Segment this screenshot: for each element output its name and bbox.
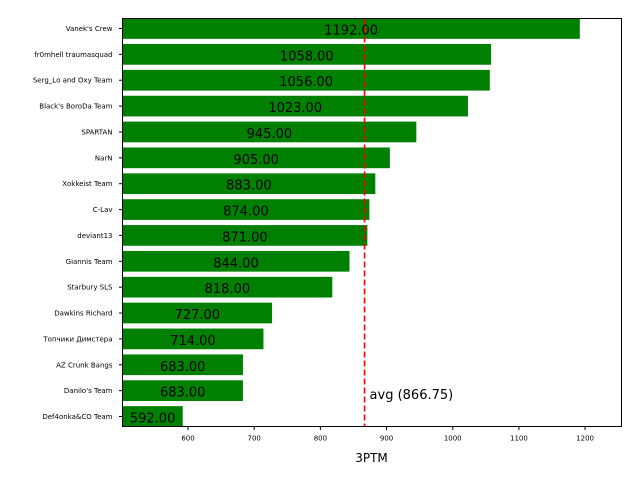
x-axis-label: 3PTM — [355, 451, 388, 465]
average-group: avg (866.75) — [363, 18, 454, 427]
value-label: 1056.00 — [279, 75, 333, 90]
value-label: 844.00 — [213, 256, 259, 271]
x-tick-label: 1000 — [444, 435, 462, 443]
bars-group — [122, 18, 580, 427]
value-labels-group: 1192.00 1058.00 1056.00 1023.00 945.00 905.00… — [130, 24, 378, 427]
x-tick-label: 1200 — [576, 435, 594, 443]
value-label: 874.00 — [223, 205, 269, 220]
bar — [122, 95, 468, 117]
value-label: 818.00 — [205, 282, 251, 297]
x-tick-label: 1100 — [510, 435, 528, 443]
category-label: deviant13 — [77, 232, 112, 240]
bar — [122, 250, 350, 272]
x-tick-label: 800 — [314, 435, 327, 443]
value-label: 683.00 — [160, 386, 206, 401]
category-label: C-Lav — [93, 206, 113, 214]
category-label: Xokkeist Team — [62, 180, 112, 188]
x-tick-label: 700 — [248, 435, 261, 443]
bar — [122, 199, 370, 220]
bar — [122, 147, 390, 169]
category-label: AZ Crunk Bangs — [56, 361, 113, 369]
category-label: fr0mhell traumasquad — [34, 51, 112, 59]
bar — [122, 44, 492, 65]
x-tick-label: 900 — [380, 435, 393, 443]
value-label: 1023.00 — [268, 101, 322, 116]
value-label: 592.00 — [130, 412, 176, 427]
value-label: 1058.00 — [280, 49, 334, 64]
category-label: NarN — [95, 154, 113, 162]
x-ticks-group: 600 700 800 900 1000 1100 1200 — [181, 426, 594, 443]
bar — [122, 380, 243, 401]
bar — [122, 18, 580, 39]
category-label: Dawkins Richard — [54, 310, 112, 318]
average-label: avg (866.75) — [370, 388, 454, 403]
value-label: 945.00 — [247, 127, 293, 142]
bar — [122, 173, 376, 195]
bar — [122, 328, 264, 350]
value-label: 871.00 — [222, 230, 268, 245]
bar — [122, 225, 368, 246]
value-label: 714.00 — [170, 334, 216, 349]
bar — [122, 302, 273, 324]
category-labels-group: Vanek's Crew fr0mhell traumasquad Serg_Lo … — [33, 25, 123, 421]
bar — [122, 121, 417, 143]
value-label: 683.00 — [160, 360, 206, 375]
plot-frame — [122, 18, 622, 427]
category-label: Serg_Lo and Oxy Team — [33, 77, 113, 85]
bar — [122, 276, 333, 298]
category-label: Giannis Team — [66, 258, 113, 266]
bar — [122, 406, 183, 427]
category-label: Def4onka&CO Team — [42, 413, 112, 421]
bar — [122, 69, 490, 91]
category-label: Black's BoroDa Team — [39, 103, 112, 111]
category-label: Danilo's Team — [64, 387, 113, 395]
category-label: SPARTAN — [81, 128, 112, 136]
category-label: Топчики Димстера — [42, 335, 112, 343]
value-label: 727.00 — [175, 308, 221, 323]
category-label: Vanek's Crew — [66, 25, 113, 33]
value-label: 883.00 — [226, 179, 272, 194]
value-label: 1192.00 — [324, 24, 378, 39]
value-label: 905.00 — [233, 153, 279, 168]
bar — [122, 354, 243, 376]
category-label: Starbury SLS — [67, 284, 113, 292]
x-tick-label: 600 — [181, 435, 194, 443]
